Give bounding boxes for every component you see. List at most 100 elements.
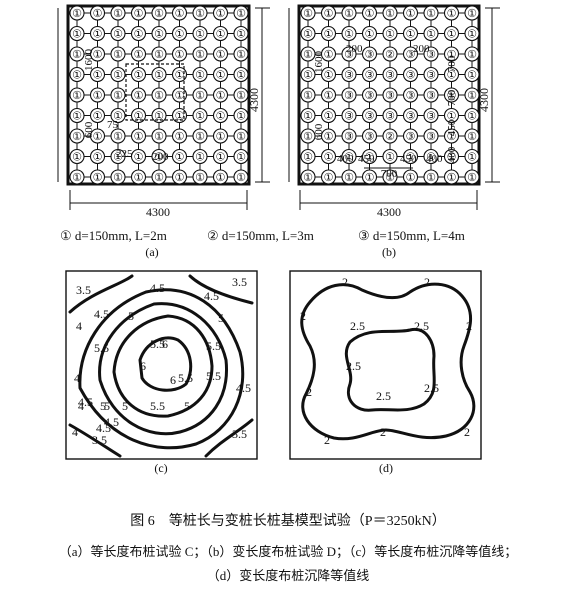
- pile-number: ①: [344, 172, 354, 184]
- contour-label: 5: [218, 311, 224, 325]
- pile: [151, 169, 167, 185]
- pile: [110, 46, 126, 62]
- pile-number: ①: [467, 172, 477, 184]
- contour-label: 2: [466, 319, 472, 333]
- contour-label: 5: [104, 399, 110, 413]
- pile-number: ③: [365, 49, 375, 61]
- pile: [320, 148, 337, 165]
- pile-number: ①: [134, 29, 144, 41]
- pile-number: ③: [365, 111, 375, 123]
- pile-number: ①: [93, 70, 103, 82]
- pile: [382, 107, 398, 124]
- contour-label: 2: [424, 275, 430, 289]
- pile-number: ①: [385, 152, 395, 164]
- pile-number: ①: [426, 29, 436, 41]
- pile-number: ①: [134, 49, 144, 61]
- pile: [300, 46, 316, 62]
- pile: [233, 46, 249, 62]
- pile-number: ①: [426, 172, 436, 184]
- legend: ① d=150mm, L=2m ② d=150mm, L=3m ③ d=150m…: [60, 228, 465, 243]
- pile-number: ③: [426, 49, 436, 61]
- pile-number: ①: [447, 131, 457, 143]
- panel-c-frame: [65, 270, 258, 460]
- pile-number: ①: [385, 29, 395, 41]
- pile-number: ①: [447, 90, 457, 102]
- pile: [300, 107, 316, 124]
- pile: [233, 107, 249, 124]
- contour-label: 4: [74, 371, 80, 385]
- pile-number: ①: [195, 70, 205, 82]
- pile-number: ①: [365, 172, 375, 184]
- pile-number: ①: [93, 49, 103, 61]
- pile-number: ①: [303, 111, 313, 123]
- pile-number: ①: [134, 152, 144, 164]
- pile-number: ①: [344, 8, 354, 20]
- pile-number: ①: [72, 49, 82, 61]
- pile-number: ①: [447, 172, 457, 184]
- pile-number: ③: [406, 111, 416, 123]
- panel-a-width-label: 4300: [146, 205, 170, 219]
- pile: [69, 87, 85, 103]
- pile: [382, 46, 398, 62]
- pile-number: ①: [175, 152, 185, 164]
- pile: [464, 107, 480, 124]
- pile: [423, 87, 439, 103]
- pile: [192, 66, 208, 83]
- pile: [171, 169, 188, 185]
- contour-label: 2.5: [424, 381, 439, 395]
- pile-number: ①: [236, 49, 246, 61]
- contour-label: 4.5: [94, 307, 109, 321]
- pile: [443, 128, 460, 144]
- pile-number: ①: [216, 49, 226, 61]
- pile: [192, 148, 208, 165]
- contour-label: 5.5: [94, 341, 109, 355]
- pile-number: ①: [467, 111, 477, 123]
- pile: [402, 66, 419, 83]
- panel-a-height-label: 4300: [247, 88, 261, 112]
- pile-number: ①: [113, 29, 123, 41]
- pile-number: ③: [344, 90, 354, 102]
- pile-number: ①: [93, 90, 103, 102]
- pile: [382, 128, 398, 144]
- pile-number: ①: [365, 8, 375, 20]
- pile: [341, 107, 357, 124]
- pile-number: ①: [447, 8, 457, 20]
- contour-label: 3.5: [76, 283, 91, 297]
- pile: [89, 148, 106, 165]
- pile-number: ③: [385, 111, 395, 123]
- pile-number: ①: [72, 172, 82, 184]
- pile: [320, 46, 337, 62]
- pile: [192, 128, 208, 144]
- pile: [192, 5, 208, 21]
- panel-b-height-label: 4300: [477, 88, 491, 112]
- pile: [443, 66, 460, 83]
- pile-number: ①: [303, 152, 313, 164]
- pile-number: ①: [303, 49, 313, 61]
- panel-b-label: (b): [382, 245, 396, 259]
- pile: [130, 5, 147, 21]
- contour-label: 5.5: [178, 371, 193, 385]
- pile-number: ①: [113, 70, 123, 82]
- panel-a-label: (a): [145, 245, 158, 259]
- pile-number: ③: [426, 70, 436, 82]
- pile: [212, 66, 229, 83]
- pile: [171, 107, 188, 124]
- pile: [192, 25, 208, 42]
- pile: [89, 5, 106, 21]
- pile: [341, 25, 357, 42]
- pile-number: ①: [467, 29, 477, 41]
- pile: [320, 128, 337, 144]
- panel-a-dim-225: 225: [116, 148, 133, 160]
- pile: [402, 107, 419, 124]
- pile-number: ①: [236, 29, 246, 41]
- pile: [300, 25, 316, 42]
- caption-line-3: （d）变长度布桩沉降等值线: [207, 568, 370, 583]
- pile: [151, 5, 167, 21]
- contour-label: 5: [128, 309, 134, 323]
- pile-number: ①: [134, 172, 144, 184]
- pile: [233, 25, 249, 42]
- panel-d-label: (d): [379, 461, 393, 475]
- pile: [89, 46, 106, 62]
- pile: [130, 66, 147, 83]
